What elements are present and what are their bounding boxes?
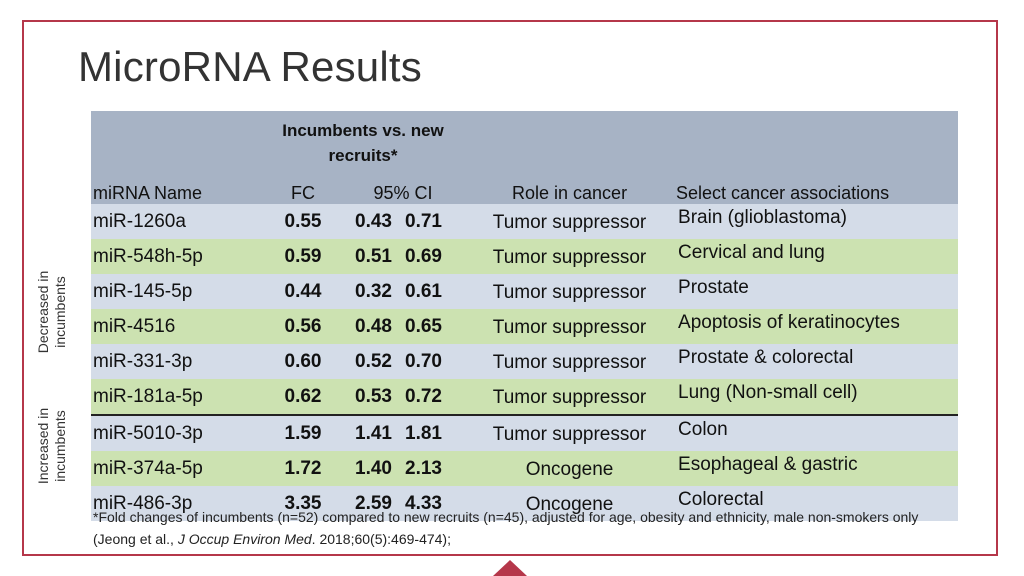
header-ci: 95% CI [343,174,464,204]
ci-low: 1.40 [343,451,403,486]
slide-frame [22,20,998,556]
mirna-name: miR-1260a [91,204,263,239]
table-row: miR-486-3p 3.35 2.59 4.33 Oncogene Color… [91,486,959,521]
ci-low: 0.53 [343,379,403,415]
table-row: miR-145-5p 0.44 0.32 0.61 Tumor suppress… [91,274,959,309]
cancer-association: Lung (Non-small cell) [676,379,959,415]
header-group-label: Incumbents vs. new recruits* [263,111,464,174]
role-in-cancer: Oncogene [463,451,677,486]
fc-value: 1.59 [263,414,343,451]
ci-low: 0.52 [343,344,403,379]
mirna-name: miR-548h-5p [91,239,263,274]
ci-low: 0.43 [343,204,403,239]
ci-low: 2.59 [343,486,403,521]
cancer-association: Colon [676,414,959,451]
table-row: miR-4516 0.56 0.48 0.65 Tumor suppressor… [91,309,959,344]
header-assoc: Select cancer associations [676,174,959,204]
fc-value: 1.72 [263,451,343,486]
table-row: miR-374a-5p 1.72 1.40 2.13 Oncogene Esop… [91,451,959,486]
fc-value: 3.35 [263,486,343,521]
ci-high: 0.65 [403,309,464,344]
role-in-cancer: Tumor suppressor [463,239,677,274]
ci-high: 0.72 [403,379,464,415]
fc-value: 0.59 [263,239,343,274]
ci-high: 4.33 [403,486,464,521]
role-in-cancer: Tumor suppressor [463,379,677,415]
mirna-name: miR-486-3p [91,486,263,521]
role-in-cancer: Tumor suppressor [463,309,677,344]
ci-high: 0.69 [403,239,464,274]
mirna-name: miR-331-3p [91,344,263,379]
header-fc: FC [263,174,343,204]
header-mirna-name: miRNA Name [91,174,263,204]
ci-low: 0.48 [343,309,403,344]
ci-low: 0.32 [343,274,403,309]
cancer-association: Cervical and lung [676,239,959,274]
mirna-name: miR-374a-5p [91,451,263,486]
cancer-association: Apoptosis of keratinocytes [676,309,959,344]
table-row: miR-181a-5p 0.62 0.53 0.72 Tumor suppres… [91,379,959,415]
footnote: *Fold changes of incumbents (n=52) compa… [93,506,953,550]
mirna-name: miR-181a-5p [91,379,263,415]
mirna-name: miR-4516 [91,309,263,344]
table-row: miR-1260a 0.55 0.43 0.71 Tumor suppresso… [91,204,959,239]
fc-value: 0.55 [263,204,343,239]
cancer-association: Prostate [676,274,959,309]
increased-in-incumbents-label: Increased in incumbents [35,407,68,485]
role-in-cancer: Tumor suppressor [463,344,677,379]
cancer-association: Esophageal & gastric [676,451,959,486]
role-in-cancer: Oncogene [463,486,677,521]
role-in-cancer: Tumor suppressor [463,274,677,309]
fc-value: 0.56 [263,309,343,344]
header-role: Role in cancer [463,174,677,204]
mirna-table: Incumbents vs. new recruits* miRNA Name … [91,111,959,521]
footnote-citation: . 2018;60(5):469-474); [311,531,451,547]
table-row: miR-5010-3p 1.59 1.41 1.81 Tumor suppres… [91,414,959,451]
ci-high: 0.71 [403,204,464,239]
fc-value: 0.44 [263,274,343,309]
cancer-association: Brain (glioblastoma) [676,204,959,239]
decreased-in-incumbents-label: Decreased in incumbents [35,270,68,354]
fc-value: 0.62 [263,379,343,415]
ci-high: 1.81 [403,414,464,451]
triangle-marker-icon [493,560,527,576]
cancer-association: Prostate & colorectal [676,344,959,379]
footnote-journal: J Occup Environ Med [177,531,312,547]
mirna-name: miR-5010-3p [91,414,263,451]
ci-high: 0.70 [403,344,464,379]
table-row: miR-548h-5p 0.59 0.51 0.69 Tumor suppres… [91,239,959,274]
ci-high: 2.13 [403,451,464,486]
header-blank [91,111,263,174]
table-row: miR-331-3p 0.60 0.52 0.70 Tumor suppress… [91,344,959,379]
footnote-text: *Fold changes of incumbents (n=52) compa… [93,509,919,547]
cancer-association: Colorectal [676,486,959,521]
ci-low: 0.51 [343,239,403,274]
mirna-name: miR-145-5p [91,274,263,309]
slide-title: MicroRNA Results [78,43,422,90]
ci-low: 1.41 [343,414,403,451]
fc-value: 0.60 [263,344,343,379]
ci-high: 0.61 [403,274,464,309]
role-in-cancer: Tumor suppressor [463,204,677,239]
role-in-cancer: Tumor suppressor [463,414,677,451]
